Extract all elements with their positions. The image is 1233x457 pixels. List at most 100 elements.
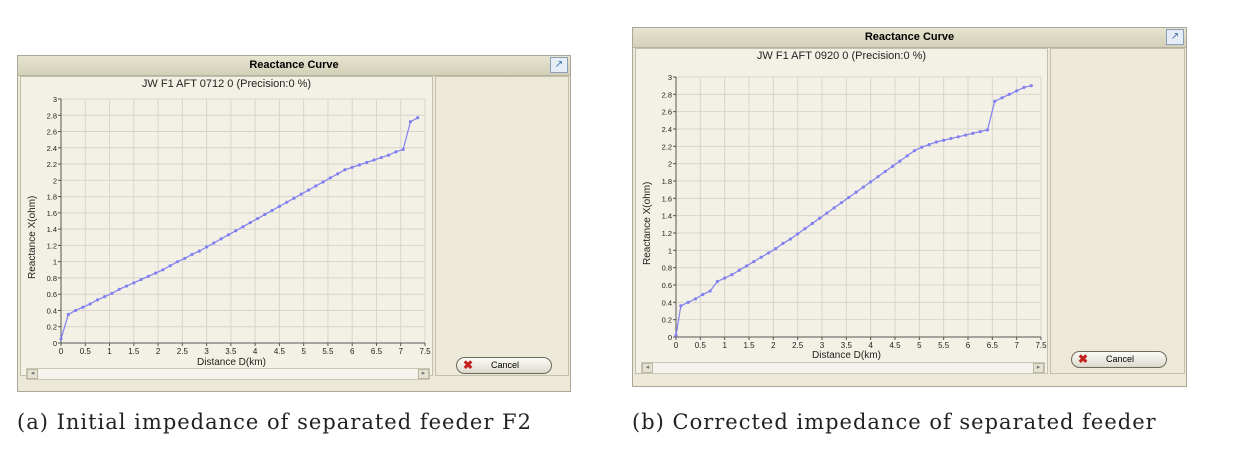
data-point (255, 216, 260, 221)
y-tick-label: 1.8 (47, 193, 57, 202)
data-point (854, 190, 858, 194)
data-point (832, 206, 836, 210)
data-point (81, 305, 85, 309)
scroll-left-icon[interactable]: ◂ (27, 369, 38, 379)
x-tick-label: 1.5 (128, 347, 140, 356)
window-title: Reactance Curve (18, 56, 570, 76)
series-line (675, 85, 1032, 336)
chart-title: JW F1 AFT 0712 0 (Precision:0 %) (141, 78, 312, 90)
data-point (132, 281, 136, 285)
data-point (270, 208, 274, 213)
x-tick-label: 2.5 (177, 347, 189, 356)
data-point (146, 274, 150, 278)
data-point (861, 185, 865, 189)
x-axis-label: Distance D(km) (812, 350, 881, 361)
data-point (241, 225, 245, 229)
scroll-right-icon[interactable]: ▸ (418, 369, 429, 379)
cancel-button[interactable]: ✖ Cancel (1071, 351, 1167, 368)
data-point (847, 195, 851, 200)
x-tick-label: 5 (301, 347, 306, 356)
data-point (883, 169, 887, 174)
data-point (365, 160, 369, 165)
x-tick-label: 4 (253, 347, 258, 356)
x-tick-label: 3 (204, 347, 209, 356)
reactance-window-b: Reactance Curve ↗ JW F1 AFT 0920 0 (Prec… (632, 27, 1187, 387)
data-point (336, 172, 340, 176)
x-tick-label: 7.5 (419, 347, 431, 356)
data-point (963, 133, 968, 137)
data-point (978, 130, 982, 134)
data-point (905, 154, 909, 158)
y-tick-label: 0.6 (662, 281, 672, 290)
scroll-left-icon[interactable]: ◂ (642, 363, 653, 373)
data-point (679, 304, 683, 308)
x-tick-label: 5.5 (322, 347, 334, 356)
x-tick-label: 6 (966, 341, 971, 350)
data-point (73, 308, 78, 313)
x-tick-label: 2 (156, 347, 161, 356)
x-tick-label: 6.5 (987, 341, 999, 350)
y-tick-label: 1.6 (47, 209, 57, 218)
cancel-x-icon: ✖ (463, 358, 474, 372)
y-tick-label: 2 (53, 176, 57, 185)
y-tick-label: 1 (53, 258, 57, 267)
data-point (810, 221, 814, 226)
y-tick-label: 2.4 (662, 125, 672, 134)
x-tick-label: 3.5 (841, 341, 853, 350)
cancel-label: Cancel (491, 360, 520, 370)
y-tick-label: 1.2 (47, 241, 57, 250)
x-tick-label: 2.5 (792, 341, 804, 350)
data-point (306, 188, 311, 192)
data-point (88, 302, 92, 306)
data-point (912, 149, 917, 153)
y-tick-label: 2.6 (47, 128, 57, 137)
y-tick-label: 0.6 (47, 290, 57, 299)
data-point (219, 237, 223, 241)
y-tick-label: 2.2 (662, 142, 672, 151)
side-panel: ✖ Cancel (435, 76, 569, 376)
pin-icon[interactable]: ↗ (550, 57, 568, 73)
data-point (139, 277, 143, 282)
x-tick-label: 3 (820, 341, 825, 350)
x-tick-label: 5 (917, 341, 922, 350)
horizontal-scrollbar[interactable]: ◂ ▸ (26, 368, 430, 380)
data-point (1007, 92, 1011, 96)
y-tick-label: 1.8 (662, 177, 672, 186)
data-point (934, 140, 938, 144)
data-point (124, 284, 129, 288)
data-point (154, 271, 158, 275)
data-point (59, 337, 63, 341)
y-axis-label: Reactance X(ohm) (642, 181, 653, 265)
scroll-right-icon[interactable]: ▸ (1033, 363, 1044, 373)
data-point (1029, 84, 1033, 88)
data-point (299, 192, 303, 196)
pin-icon[interactable]: ↗ (1166, 29, 1184, 45)
y-tick-label: 0.2 (47, 323, 57, 332)
data-point (752, 260, 756, 264)
cancel-button[interactable]: ✖ Cancel (456, 357, 552, 374)
x-tick-label: 1 (722, 341, 727, 350)
chart-svg: 0 0.5 1 1.5 2 2.5 3 3.5 4 4.5 5 5.5 6 6.5 7 7.5 0 0.2 0.4 0… (662, 73, 1048, 350)
data-point (890, 164, 895, 168)
data-point (737, 268, 741, 272)
y-tick-label: 3 (53, 95, 57, 104)
y-tick-label: 1.4 (47, 225, 57, 234)
data-point (730, 273, 734, 277)
data-point (328, 176, 332, 180)
data-point (321, 180, 325, 184)
data-point (103, 295, 107, 299)
y-tick-label: 0.8 (47, 274, 57, 283)
data-point (701, 292, 705, 297)
data-point (993, 99, 997, 103)
x-tick-label: 2 (771, 341, 776, 350)
y-axis-label: Reactance X(ohm) (27, 195, 38, 279)
data-point (898, 159, 902, 163)
horizontal-scrollbar[interactable]: ◂ ▸ (641, 362, 1045, 374)
chart-title: JW F1 AFT 0920 0 (Precision:0 %) (756, 50, 927, 62)
cancel-label: Cancel (1106, 354, 1135, 364)
x-tick-label: 5.5 (938, 341, 950, 350)
data-point (686, 300, 690, 304)
data-point (971, 131, 975, 135)
y-tick-label: 2.2 (47, 160, 57, 169)
x-tick-label: 4 (868, 341, 873, 350)
